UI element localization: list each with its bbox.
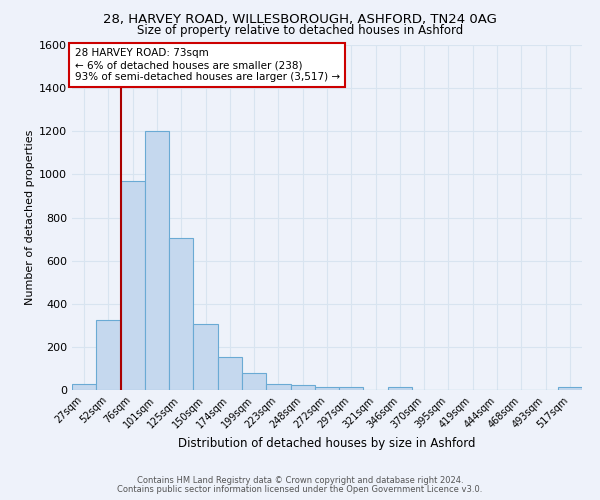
Bar — [339, 388, 364, 390]
Bar — [96, 320, 121, 390]
Text: 28, HARVEY ROAD, WILLESBOROUGH, ASHFORD, TN24 0AG: 28, HARVEY ROAD, WILLESBOROUGH, ASHFORD,… — [103, 12, 497, 26]
Bar — [242, 373, 266, 390]
Bar — [558, 387, 582, 390]
Bar — [121, 181, 145, 390]
Text: Size of property relative to detached houses in Ashford: Size of property relative to detached ho… — [137, 24, 463, 37]
Bar — [145, 131, 169, 390]
Bar — [290, 386, 315, 390]
Text: Contains public sector information licensed under the Open Government Licence v3: Contains public sector information licen… — [118, 485, 482, 494]
Bar — [266, 384, 290, 390]
Text: Contains HM Land Registry data © Crown copyright and database right 2024.: Contains HM Land Registry data © Crown c… — [137, 476, 463, 485]
Bar — [193, 324, 218, 390]
Y-axis label: Number of detached properties: Number of detached properties — [25, 130, 35, 305]
Bar — [218, 356, 242, 390]
X-axis label: Distribution of detached houses by size in Ashford: Distribution of detached houses by size … — [178, 437, 476, 450]
Text: 28 HARVEY ROAD: 73sqm
← 6% of detached houses are smaller (238)
93% of semi-deta: 28 HARVEY ROAD: 73sqm ← 6% of detached h… — [74, 48, 340, 82]
Bar — [388, 387, 412, 390]
Bar — [315, 387, 339, 390]
Bar — [169, 238, 193, 390]
Bar — [72, 384, 96, 390]
